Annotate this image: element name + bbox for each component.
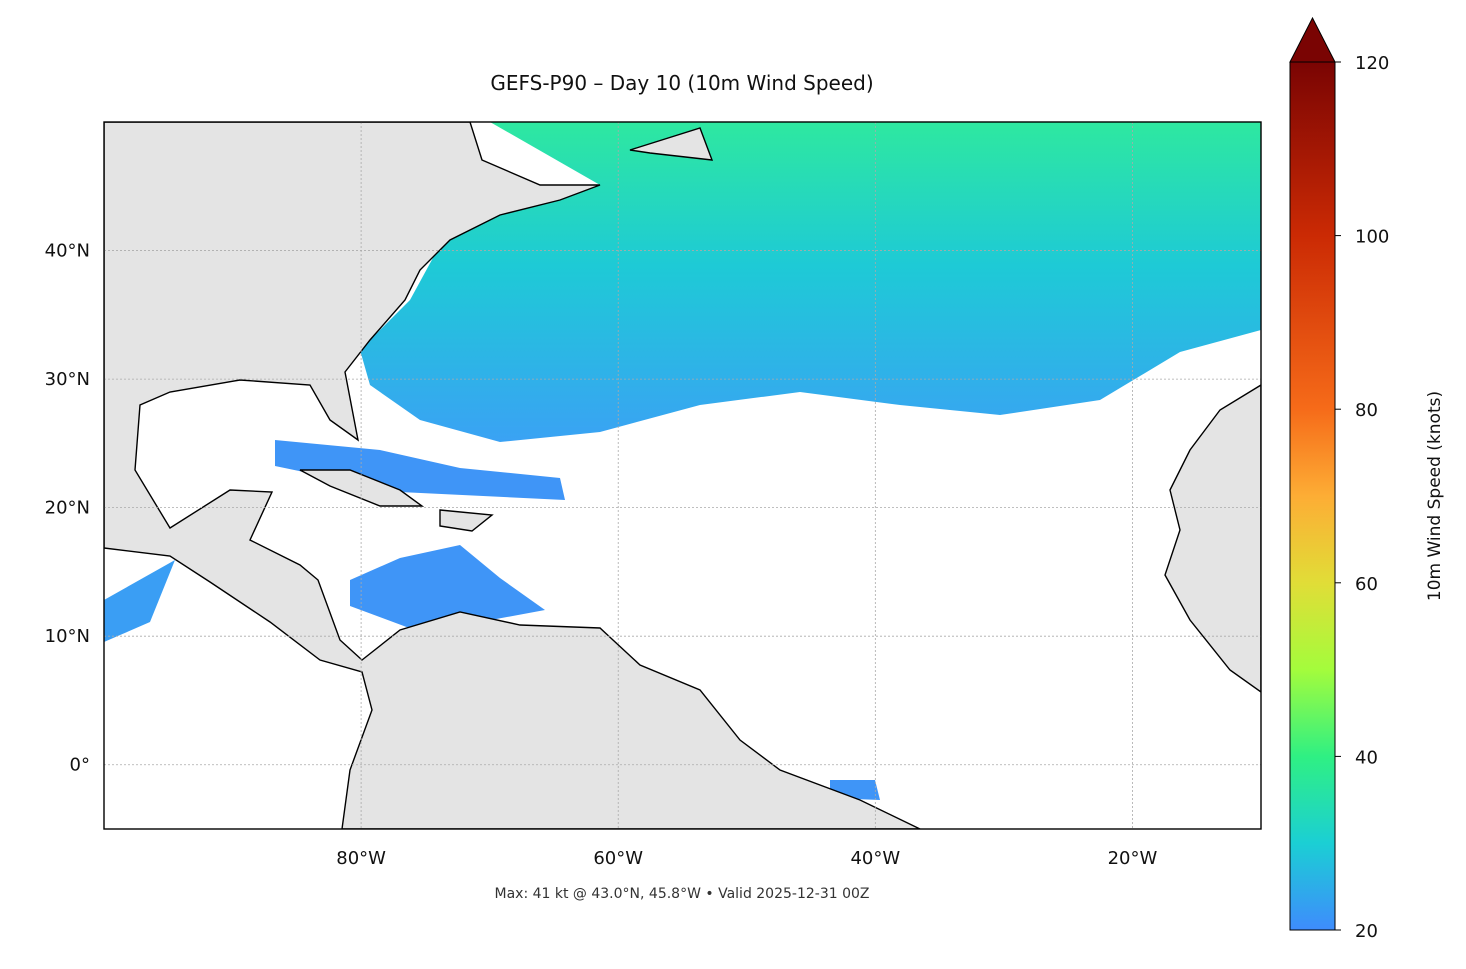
land	[439, 509, 494, 532]
x-tick-label: 40°W	[850, 848, 900, 869]
footnote: Max: 41 kt @ 43.0°N, 45.8°W • Valid 2025…	[495, 886, 870, 902]
y-tick-label: 30°N	[45, 369, 90, 390]
colorbar-tick-label: 100	[1355, 227, 1389, 248]
colorbar-tick-label: 20	[1355, 921, 1378, 942]
y-tick-label: 20°N	[45, 498, 90, 519]
y-tick-label: 40°N	[45, 241, 90, 262]
x-tick-label: 20°W	[1108, 848, 1158, 869]
wind-field	[360, 122, 1261, 442]
wind-field	[104, 560, 175, 642]
x-tick-label: 80°W	[336, 848, 386, 869]
colorbar-label: 10m Wind Speed (knots)	[1425, 391, 1445, 601]
colorbar-extend	[1289, 16, 1336, 63]
colorbar-tick-label: 120	[1355, 53, 1389, 74]
land	[1164, 384, 1261, 693]
wind-field	[275, 440, 565, 500]
map-frame	[103, 121, 1262, 830]
colorbar-tick-label: 80	[1355, 400, 1378, 421]
wind-field	[350, 545, 545, 632]
chart-title: GEFS-P90 – Day 10 (10m Wind Speed)	[490, 71, 873, 95]
colorbar-tick-label: 60	[1355, 574, 1378, 595]
land	[104, 122, 921, 829]
colorbar-tick-label: 40	[1355, 747, 1378, 768]
y-tick-label: 10°N	[45, 626, 90, 647]
colorbar	[1289, 61, 1336, 931]
x-tick-label: 60°W	[593, 848, 643, 869]
grid	[104, 122, 1261, 829]
land	[629, 127, 714, 161]
y-tick-label: 0°	[70, 755, 90, 776]
